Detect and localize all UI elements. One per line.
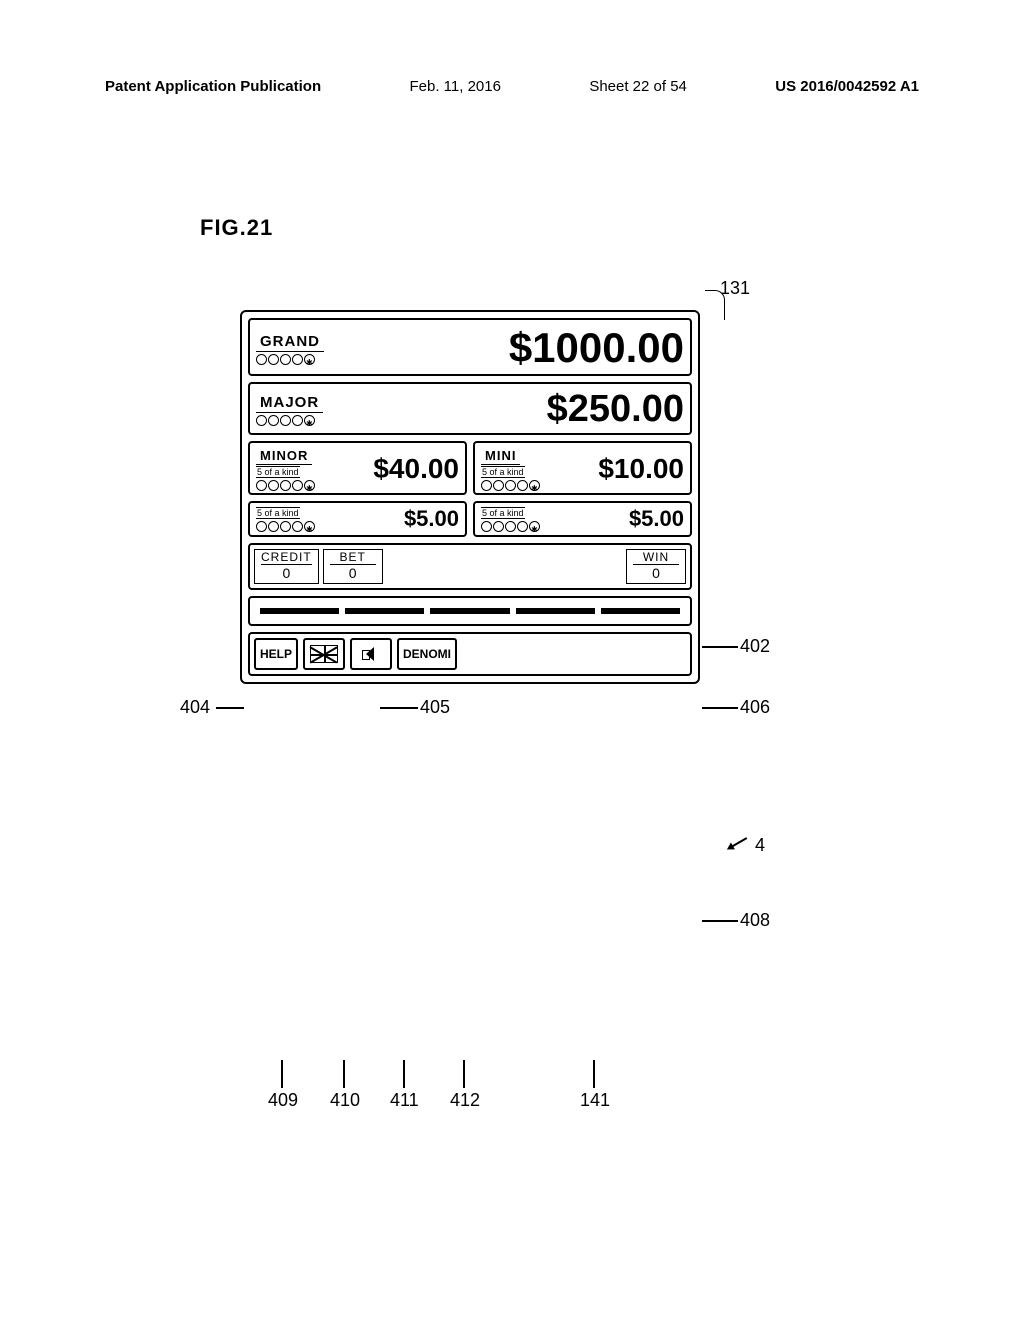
callout-411: 411 xyxy=(390,1090,419,1111)
leader-4 xyxy=(729,837,747,848)
progress-circles xyxy=(256,354,315,365)
credit-meter: CREDIT 0 xyxy=(254,549,319,584)
language-button[interactable] xyxy=(303,638,345,670)
reel-panel xyxy=(248,596,692,626)
jackpot-major-amount: $250.00 xyxy=(331,388,684,431)
volume-button[interactable] xyxy=(350,638,392,670)
control-panel: HELP DENOMI xyxy=(248,632,692,676)
publication-label: Patent Application Publication xyxy=(105,78,321,95)
help-button[interactable]: HELP xyxy=(254,638,298,670)
meter-spacer xyxy=(387,549,622,584)
bonus-right-box: 5 of a kind $5.00 xyxy=(473,501,692,537)
jackpot-minor-amount: $40.00 xyxy=(323,453,459,485)
bet-meter: BET 0 xyxy=(323,549,383,584)
jackpot-major-title: MAJOR xyxy=(256,393,323,413)
leader-405 xyxy=(380,707,418,709)
progress-circles xyxy=(256,521,315,532)
bonus-left-amount: $5.00 xyxy=(321,506,459,532)
bet-label: BET xyxy=(330,550,376,565)
bonus-right-amount: $5.00 xyxy=(546,506,684,532)
gaming-display: GRAND $1000.00 MAJOR $250.00 MINOR 5 of … xyxy=(240,310,700,684)
leader-412 xyxy=(463,1060,465,1088)
progress-circles xyxy=(481,521,540,532)
bonus-row: 5 of a kind $5.00 5 of a kind $5.00 xyxy=(248,501,692,537)
callout-410: 410 xyxy=(330,1090,360,1111)
leader-411 xyxy=(403,1060,405,1088)
callout-406: 406 xyxy=(740,697,770,718)
reel-3 xyxy=(430,608,509,614)
credit-value: 0 xyxy=(261,565,312,581)
reel-1 xyxy=(260,608,339,614)
jackpot-grand-row: GRAND $1000.00 xyxy=(248,318,692,376)
callout-412: 412 xyxy=(450,1090,480,1111)
leader-131 xyxy=(705,290,725,320)
jackpot-grand-amount: $1000.00 xyxy=(332,324,684,372)
jackpot-minor-box: MINOR 5 of a kind $40.00 xyxy=(248,441,467,495)
jackpot-mini-box: MINI 5 of a kind $10.00 xyxy=(473,441,692,495)
leader-409 xyxy=(281,1060,283,1088)
five-of-kind-label: 5 of a kind xyxy=(481,466,525,478)
jackpot-minor-mini-row: MINOR 5 of a kind $40.00 MINI 5 of a kin… xyxy=(248,441,692,495)
leader-141 xyxy=(593,1060,595,1088)
five-of-kind-label: 5 of a kind xyxy=(256,466,300,478)
callout-141: 141 xyxy=(580,1090,610,1111)
page-header: Patent Application Publication Feb. 11, … xyxy=(105,78,919,95)
callout-404: 404 xyxy=(180,697,210,718)
jackpot-grand-box: GRAND $1000.00 xyxy=(248,318,692,376)
callout-131: 131 xyxy=(720,278,750,299)
leader-410 xyxy=(343,1060,345,1088)
progress-circles xyxy=(256,415,315,426)
denomi-button[interactable]: DENOMI xyxy=(397,638,457,670)
win-label: WIN xyxy=(633,550,679,565)
callout-405: 405 xyxy=(420,697,450,718)
publication-date: Feb. 11, 2016 xyxy=(409,78,500,95)
jackpot-minor-title: MINOR xyxy=(256,447,312,465)
reel-5 xyxy=(601,608,680,614)
win-meter: WIN 0 xyxy=(626,549,686,584)
reel-4 xyxy=(516,608,595,614)
progress-circles xyxy=(256,480,315,491)
win-value: 0 xyxy=(633,565,679,581)
reel-2 xyxy=(345,608,424,614)
jackpot-mini-amount: $10.00 xyxy=(548,453,684,485)
leader-402 xyxy=(702,646,738,648)
callout-409: 409 xyxy=(268,1090,298,1111)
sheet-number: Sheet 22 of 54 xyxy=(589,78,687,95)
uk-flag-icon xyxy=(310,645,338,663)
figure-label: FIG.21 xyxy=(200,215,273,241)
leader-404 xyxy=(216,707,244,709)
bonus-left-box: 5 of a kind $5.00 xyxy=(248,501,467,537)
doc-number: US 2016/0042592 A1 xyxy=(775,78,919,95)
credit-label: CREDIT xyxy=(261,550,312,565)
meters-panel: CREDIT 0 BET 0 WIN 0 xyxy=(248,543,692,590)
bet-value: 0 xyxy=(330,565,376,581)
leader-406 xyxy=(702,707,738,709)
callout-4: 4 xyxy=(755,835,765,856)
jackpot-major-box: MAJOR $250.00 xyxy=(248,382,692,435)
leader-408 xyxy=(702,920,738,922)
five-of-kind-label: 5 of a kind xyxy=(481,507,525,519)
jackpot-grand-title: GRAND xyxy=(256,332,324,352)
speaker-icon xyxy=(362,647,380,661)
progress-circles xyxy=(481,480,540,491)
jackpot-mini-title: MINI xyxy=(481,447,520,465)
jackpot-major-row: MAJOR $250.00 xyxy=(248,382,692,435)
callout-402: 402 xyxy=(740,636,770,657)
five-of-kind-label: 5 of a kind xyxy=(256,507,300,519)
callout-408: 408 xyxy=(740,910,770,931)
